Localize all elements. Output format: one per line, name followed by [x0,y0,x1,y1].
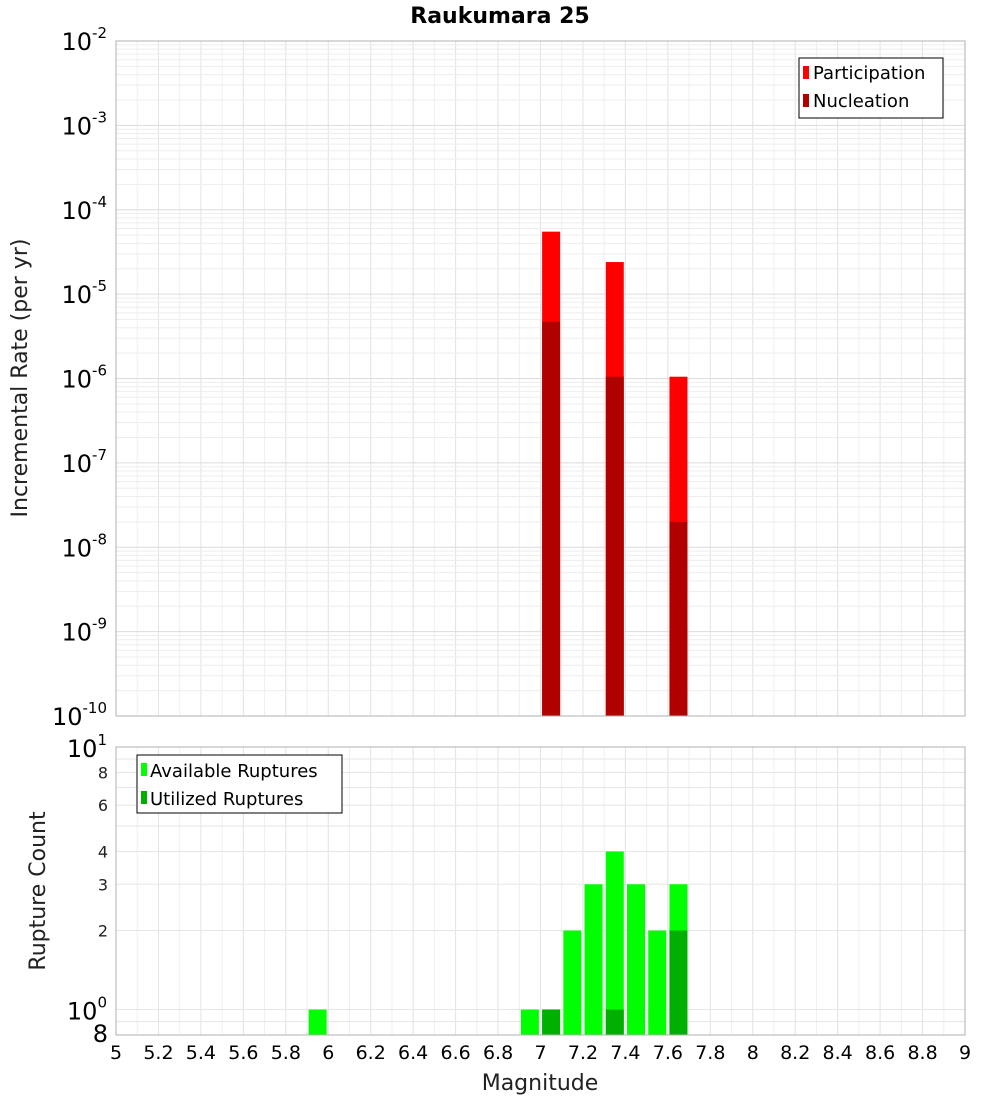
y-tick-label: 10-3 [61,108,107,140]
bar-utilized-ruptures [669,930,688,1035]
x-tick-labels: 5 5.2 5.4 5.6 5.8 6 6.2 6.4 6.6 6.8 7 7.2 7.4 7.6 7.8 8… [110,1042,971,1064]
legend-label-nucleation: Nucleation [813,91,909,112]
y-tick-label-major: 8 [93,1020,108,1048]
x-tick-label: 8.4 [823,1042,853,1064]
x-tick-label: 6.8 [483,1042,513,1064]
bar-available-ruptures [605,851,624,1035]
bar-utilized-ruptures [542,1009,561,1035]
x-tick-label: 6.6 [440,1042,470,1064]
legend-label-utilized: Utilized Ruptures [150,789,303,810]
x-tick-label: 5.8 [271,1042,301,1064]
legend-label-participation: Participation [813,63,925,84]
x-tick-label: 5.4 [186,1042,216,1064]
y-tick-label-major: 101 [67,731,107,763]
y-tick-label-major: 100 [67,994,107,1026]
legend-swatch-nucleation [803,94,809,107]
x-axis-label: Magnitude [482,1071,599,1096]
x-tick-label: 8 [747,1042,759,1064]
y-tick-label: 4 [98,842,108,861]
bottom-y-axis-label: Rupture Count [26,811,51,971]
bar-utilized-ruptures [605,1009,624,1035]
bar-available-ruptures [308,1009,327,1035]
top-y-axis-label: Incremental Rate (per yr) [8,239,33,518]
x-tick-label: 6 [322,1042,334,1064]
bar-available-ruptures [648,930,667,1035]
y-tick-label: 10-4 [61,193,107,225]
bottom-plot-frame [115,746,966,1036]
x-tick-label: 5 [110,1042,122,1064]
y-tick-label: 10-2 [61,24,107,56]
y-tick-label: 10-7 [61,446,107,478]
legend-swatch-participation [803,66,809,79]
chart-title: Raukumara 25 [410,4,589,29]
y-tick-label: 10-6 [61,362,107,394]
x-tick-label: 7.4 [610,1042,640,1064]
y-tick-label: 10-8 [61,530,107,562]
legend-swatch-utilized [141,791,147,804]
bar-nucleation [605,376,624,716]
x-tick-label: 7.2 [568,1042,598,1064]
y-tick-label: 10-10 [52,699,107,731]
x-tick-label: 8.6 [865,1042,895,1064]
x-tick-label: 9 [959,1042,971,1064]
bottom-legend: Available Ruptures Utilized Ruptures [136,754,343,814]
x-tick-label: 6.4 [398,1042,428,1064]
bar-available-ruptures [627,884,646,1035]
x-tick-label: 8.8 [907,1042,937,1064]
y-tick-label: 3 [98,875,108,894]
x-tick-label: 8.2 [780,1042,810,1064]
top-plot-frame [115,40,966,717]
legend-swatch-available [141,763,147,776]
x-tick-label: 7.6 [653,1042,683,1064]
bar-available-ruptures [584,884,603,1035]
bar-available-ruptures [520,1009,539,1035]
x-tick-label: 5.2 [143,1042,173,1064]
legend-label-available: Available Ruptures [150,761,318,782]
bar-nucleation [669,521,688,716]
top-y-tick-labels: 10-10 10-9 10-8 10-7 10-6 10-5 10-4 10-3 10-2 [52,24,107,731]
x-tick-label: 5.6 [228,1042,258,1064]
bar-available-ruptures [563,930,582,1035]
y-tick-label: 6 [98,796,108,815]
x-tick-label: 7 [534,1042,546,1064]
y-tick-label: 10-5 [61,277,107,309]
x-tick-label: 6.2 [356,1042,386,1064]
y-tick-label: 8 [98,763,108,782]
bar-nucleation [542,321,561,716]
bottom-bars [308,851,688,1035]
top-bars [542,231,688,716]
top-gridlines [115,41,966,717]
x-tick-label: 7.8 [695,1042,725,1064]
y-tick-label: 2 [98,922,108,941]
top-legend: Participation Nucleation [798,57,944,119]
y-tick-label: 10-9 [61,615,107,647]
